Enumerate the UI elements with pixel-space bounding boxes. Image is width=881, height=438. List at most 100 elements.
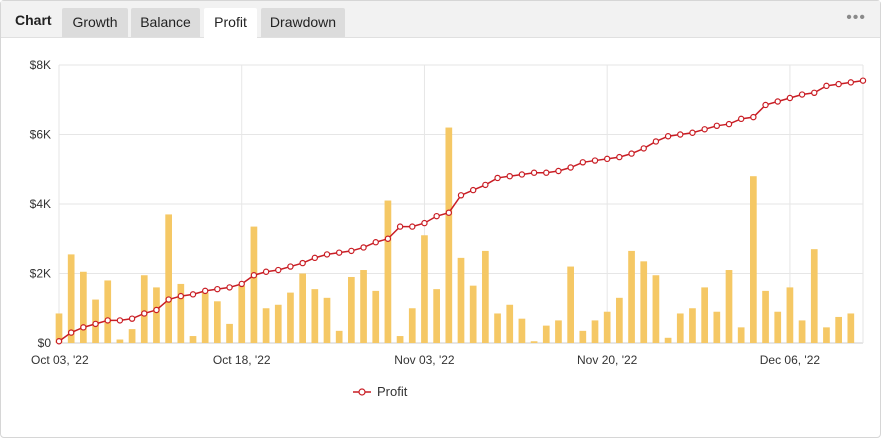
daily-bar[interactable]: [128, 329, 136, 343]
more-dots-icon[interactable]: •••: [846, 9, 866, 26]
daily-bar[interactable]: [542, 325, 550, 344]
profit-point[interactable]: [725, 120, 733, 128]
profit-point[interactable]: [92, 320, 99, 328]
tab-drawdown[interactable]: Drawdown: [261, 8, 345, 37]
profit-point[interactable]: [482, 181, 489, 189]
profit-point[interactable]: [469, 186, 477, 194]
profit-point[interactable]: [67, 329, 75, 336]
profit-point[interactable]: [579, 159, 587, 166]
profit-point[interactable]: [201, 287, 209, 295]
profit-point[interactable]: [189, 291, 197, 298]
profit-point[interactable]: [664, 133, 672, 140]
daily-bar[interactable]: [664, 337, 672, 343]
profit-point[interactable]: [530, 169, 538, 176]
profit-point[interactable]: [713, 122, 721, 130]
daily-bar[interactable]: [628, 250, 635, 343]
daily-bar[interactable]: [774, 311, 782, 343]
daily-bar[interactable]: [652, 275, 660, 343]
profit-point[interactable]: [640, 145, 647, 152]
profit-point[interactable]: [335, 249, 343, 256]
profit-point[interactable]: [153, 306, 160, 314]
daily-bar[interactable]: [445, 127, 453, 343]
profit-point[interactable]: [287, 263, 294, 270]
daily-bar[interactable]: [287, 292, 294, 343]
daily-bar[interactable]: [348, 276, 355, 343]
profit-point[interactable]: [396, 223, 404, 230]
daily-bar[interactable]: [823, 327, 830, 343]
profit-point[interactable]: [823, 82, 830, 90]
daily-bar[interactable]: [530, 341, 538, 343]
profit-point[interactable]: [835, 80, 842, 88]
profit-point[interactable]: [372, 239, 379, 246]
daily-bar[interactable]: [640, 261, 648, 343]
tab-growth[interactable]: Growth: [62, 8, 128, 37]
daily-bar[interactable]: [810, 249, 818, 343]
daily-bar[interactable]: [262, 308, 270, 343]
daily-bar[interactable]: [201, 292, 209, 343]
daily-bar[interactable]: [676, 313, 684, 343]
profit-point[interactable]: [226, 284, 233, 291]
profit-point[interactable]: [689, 129, 696, 136]
daily-bar[interactable]: [433, 289, 440, 343]
daily-bar[interactable]: [689, 308, 696, 343]
profit-point[interactable]: [506, 172, 513, 180]
daily-bar[interactable]: [725, 270, 733, 343]
profit-point[interactable]: [421, 219, 428, 227]
daily-bar[interactable]: [311, 289, 319, 343]
tab-balance[interactable]: Balance: [131, 8, 200, 37]
profit-point[interactable]: [628, 150, 635, 157]
daily-bar[interactable]: [506, 304, 514, 343]
profit-point[interactable]: [518, 171, 526, 178]
daily-bar[interactable]: [80, 271, 87, 343]
profit-point[interactable]: [360, 244, 367, 251]
profit-point[interactable]: [494, 174, 501, 182]
profit-point[interactable]: [701, 126, 708, 133]
profit-point[interactable]: [177, 292, 185, 300]
daily-bar[interactable]: [457, 257, 465, 343]
profit-point[interactable]: [323, 251, 331, 258]
profit-point[interactable]: [543, 169, 550, 176]
daily-bar[interactable]: [55, 313, 63, 343]
daily-bar[interactable]: [238, 285, 246, 343]
profit-point[interactable]: [299, 259, 306, 267]
daily-bar[interactable]: [396, 336, 404, 343]
daily-bar[interactable]: [189, 336, 197, 343]
daily-bar[interactable]: [104, 280, 112, 343]
profit-point[interactable]: [433, 212, 440, 220]
daily-bar[interactable]: [214, 301, 221, 343]
profit-point[interactable]: [311, 254, 319, 262]
daily-bar[interactable]: [798, 320, 806, 343]
profit-point[interactable]: [847, 79, 855, 86]
daily-bar[interactable]: [335, 330, 343, 343]
profit-point[interactable]: [762, 101, 769, 109]
profit-point[interactable]: [116, 317, 124, 324]
profit-point[interactable]: [275, 266, 282, 274]
daily-bar[interactable]: [835, 316, 842, 343]
profit-point[interactable]: [798, 91, 806, 98]
profit-point[interactable]: [55, 338, 63, 345]
daily-bar[interactable]: [274, 304, 282, 343]
daily-bar[interactable]: [713, 311, 721, 343]
daily-bar[interactable]: [591, 320, 599, 343]
profit-point[interactable]: [750, 113, 757, 121]
tab-profit[interactable]: Profit: [204, 8, 257, 38]
daily-bar[interactable]: [226, 323, 233, 343]
daily-bar[interactable]: [762, 290, 769, 344]
profit-point[interactable]: [348, 247, 355, 255]
daily-bar[interactable]: [482, 250, 489, 343]
daily-bar[interactable]: [408, 308, 416, 343]
profit-point[interactable]: [603, 155, 611, 163]
profit-point[interactable]: [214, 285, 221, 293]
daily-bar[interactable]: [567, 266, 574, 343]
profit-point[interactable]: [457, 192, 465, 199]
profit-point[interactable]: [811, 89, 818, 97]
daily-bar[interactable]: [579, 330, 587, 343]
daily-bar[interactable]: [140, 275, 148, 343]
daily-bar[interactable]: [165, 214, 172, 343]
profit-point[interactable]: [567, 164, 574, 171]
profit-point[interactable]: [409, 223, 416, 230]
daily-bar[interactable]: [786, 287, 794, 343]
profit-point[interactable]: [677, 131, 684, 138]
profit-point[interactable]: [238, 280, 245, 288]
profit-point[interactable]: [165, 296, 172, 303]
